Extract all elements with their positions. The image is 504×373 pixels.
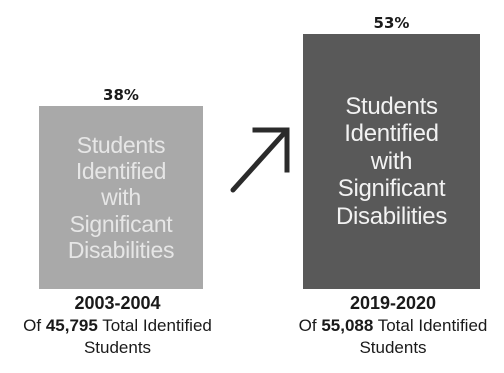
bar-2019-2020: Students Identified with Significant Dis…	[303, 34, 480, 289]
caption-prefix: Of	[23, 316, 46, 336]
caption-suffix: Total Identified	[373, 316, 488, 336]
caption-suffix: Total Identified	[97, 316, 212, 336]
up-right-arrow-icon	[230, 127, 290, 193]
caption-prefix: Of	[298, 316, 322, 336]
caption-total-line-2003-2004: Of 45,795 Total Identified	[5, 315, 230, 337]
category-label-2019-2020: 2019-2020	[349, 293, 437, 313]
caption-total-line-2019-2020: Of 55,088 Total Identified	[282, 315, 504, 337]
bar-text-2019-2020: Students Identified with Significant Dis…	[335, 93, 448, 230]
bar-text-2003-2004: Students Identified with Significant Dis…	[67, 131, 175, 263]
caption-2019-2020: 2019-2020 Of 55,088 Total Identified Stu…	[282, 292, 504, 360]
bar-2003-2004: Students Identified with Significant Dis…	[39, 106, 203, 289]
value-label-2019-2020: 53%	[373, 14, 410, 32]
category-label-2003-2004: 2003-2004	[74, 293, 161, 313]
value-label-2003-2004: 38%	[103, 86, 139, 104]
total-identified-count-2019-2020: 55,088	[321, 316, 374, 336]
total-identified-count-2003-2004: 45,795	[45, 316, 98, 336]
caption-students-2019-2020: Students	[359, 338, 427, 358]
caption-students-2003-2004: Students	[83, 338, 152, 358]
caption-2003-2004: 2003-2004 Of 45,795 Total Identified Stu…	[5, 292, 230, 360]
